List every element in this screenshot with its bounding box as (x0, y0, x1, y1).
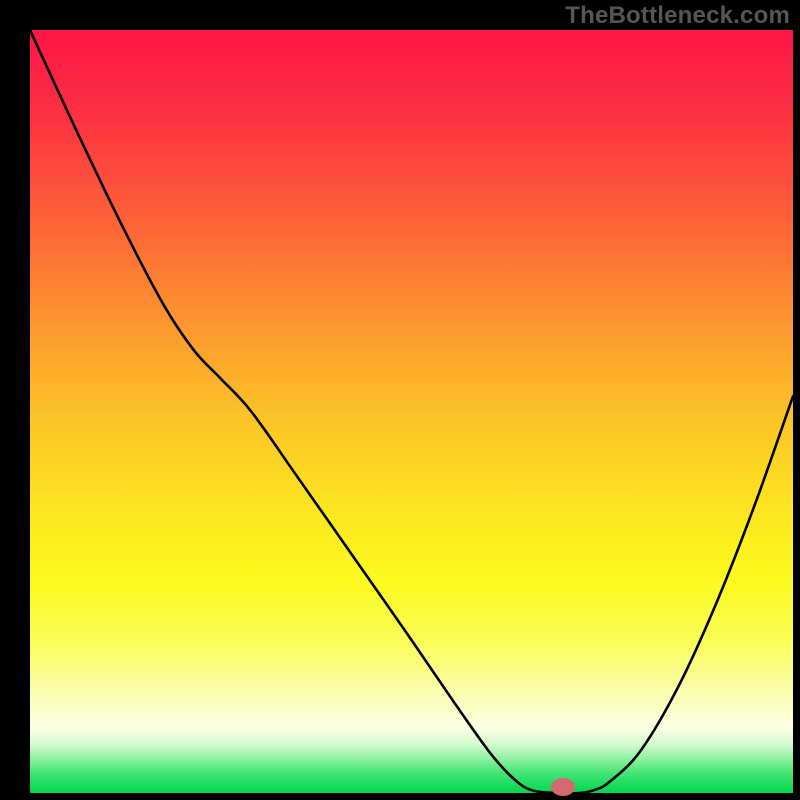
chart-frame: TheBottleneck.com (0, 0, 800, 800)
watermark-text: TheBottleneck.com (565, 2, 790, 30)
bottleneck-curve (30, 30, 793, 793)
optimal-point-marker (551, 778, 575, 796)
min-marker (549, 776, 577, 798)
curve-svg (30, 30, 793, 793)
